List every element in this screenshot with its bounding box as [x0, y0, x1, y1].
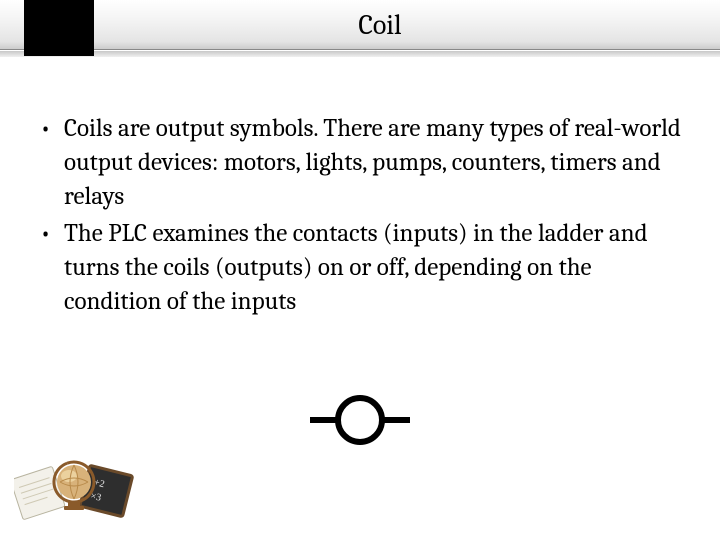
title-underline [0, 51, 720, 57]
slide-header: Coil [0, 0, 720, 56]
header-accent-box [24, 0, 94, 56]
list-item: Coils are output symbols. There are many… [36, 112, 684, 213]
bullet-list: Coils are output symbols. There are many… [36, 112, 684, 319]
list-item: The PLC examines the contacts (inputs) i… [36, 217, 684, 318]
slide-title: Coil [358, 9, 401, 41]
title-bar: Coil [0, 0, 720, 50]
corner-decorative-icons: +2 ×3 [14, 442, 134, 526]
coil-symbol-icon [308, 392, 412, 452]
slide-body: Coils are output symbols. There are many… [0, 56, 720, 319]
